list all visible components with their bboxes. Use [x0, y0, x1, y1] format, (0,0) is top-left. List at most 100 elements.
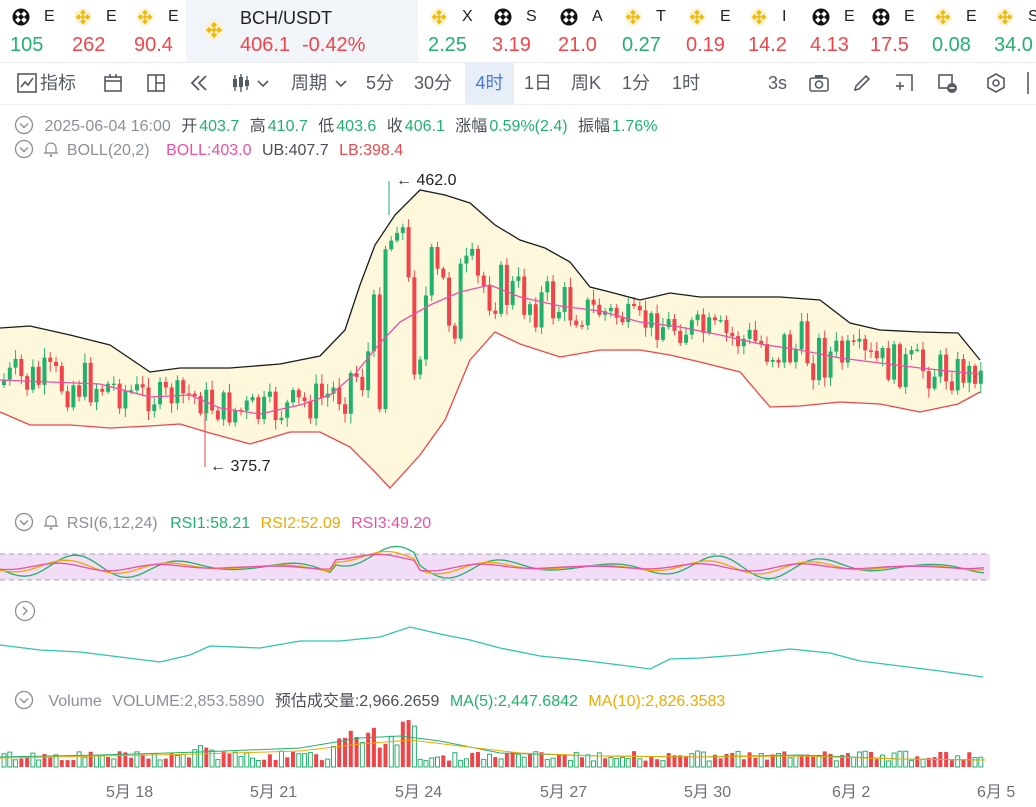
- ticker-item[interactable]: S 34.0: [984, 0, 1036, 62]
- ticker-item[interactable]: E 0.19: [676, 0, 738, 62]
- x-axis-label: 5月 18: [106, 784, 154, 801]
- interval-1min[interactable]: 1分: [622, 73, 651, 93]
- high-value: 410.7: [267, 118, 308, 135]
- add-indicator-icon[interactable]: [893, 72, 915, 94]
- candle-body: [614, 307, 619, 318]
- ticker-item[interactable]: E 0.08: [922, 0, 984, 62]
- candle-type-icon[interactable]: [230, 72, 252, 94]
- ticker-item[interactable]: E 105: [0, 0, 62, 62]
- settings-icon[interactable]: [985, 72, 1007, 94]
- ticker-item[interactable]: X 2.25: [418, 0, 482, 62]
- candle-body: [510, 280, 515, 305]
- candle-body: [811, 363, 816, 381]
- candle-body: [539, 292, 544, 328]
- collapse-icon[interactable]: [1022, 72, 1036, 94]
- candle-body: [319, 383, 324, 398]
- indicator-icon: [17, 73, 37, 93]
- period-button[interactable]: 周期: [291, 73, 327, 93]
- candle-body: [741, 338, 746, 347]
- ticker-price: 105: [10, 34, 44, 56]
- camera-icon[interactable]: [808, 72, 830, 94]
- candle-body: [129, 390, 134, 392]
- volume-bar: [198, 745, 204, 768]
- ticker-item[interactable]: I 14.2: [738, 0, 800, 62]
- rsi-bell-icon[interactable]: [42, 513, 60, 531]
- chevron-down-icon[interactable]: [256, 72, 270, 94]
- volume-bar: [302, 753, 308, 768]
- volume-bar: [885, 760, 891, 768]
- interval-1w[interactable]: 周K: [571, 73, 602, 93]
- volume-bar: [793, 755, 799, 768]
- candle-body: [470, 248, 475, 256]
- volume-bar: [417, 758, 423, 768]
- indicator-button[interactable]: 指标: [40, 73, 76, 93]
- rewind-icon[interactable]: [188, 72, 210, 94]
- candle-body: [834, 340, 839, 352]
- candle-body: [932, 376, 937, 389]
- candle-body: [140, 384, 145, 388]
- rsi-collapse-icon[interactable]: [14, 512, 34, 532]
- ticker-symbol: E: [44, 8, 55, 25]
- candle-body: [383, 249, 388, 410]
- boll-band-fill: [0, 190, 980, 488]
- boll-mid-line: [0, 284, 981, 415]
- change-label: 涨幅: [455, 118, 488, 135]
- interval-1hour[interactable]: 1时: [672, 73, 701, 93]
- ticker-item[interactable]: E 17.5: [860, 0, 922, 62]
- boll-collapse-icon[interactable]: [14, 139, 34, 159]
- volume-bar: [949, 760, 954, 767]
- volume-bar: [151, 753, 157, 768]
- ticker-item[interactable]: E 90.4: [124, 0, 186, 62]
- candle-body: [337, 387, 342, 405]
- expand-panel-icon[interactable]: [14, 600, 36, 622]
- candle-body: [718, 319, 723, 322]
- volume-bar: [915, 756, 920, 767]
- volume-bar: [700, 751, 706, 768]
- binance-coin-icon: [996, 8, 1014, 26]
- rsi-name: RSI(6,12,24): [66, 515, 158, 532]
- candle-body: [736, 336, 741, 347]
- interval-5m[interactable]: 5分: [366, 73, 395, 93]
- candle-body: [863, 338, 868, 351]
- x-axis-label: 6月 5: [977, 784, 1016, 801]
- x-axis-label: 5月 24: [395, 784, 443, 801]
- interval-4h[interactable]: 4时: [465, 62, 514, 104]
- candle-body: [343, 404, 348, 414]
- volume-bar: [678, 755, 683, 767]
- candle-body: [712, 317, 717, 321]
- period-chevron-icon[interactable]: [334, 72, 348, 94]
- ticker-price: 3.19: [492, 34, 531, 56]
- candle-body: [227, 392, 232, 423]
- layout-icon[interactable]: [145, 72, 167, 94]
- volume-bar: [93, 755, 99, 768]
- volume-bar: [441, 755, 446, 767]
- volume-bar: [493, 757, 498, 767]
- drawing-tools-icon[interactable]: [102, 72, 124, 94]
- interval-30m[interactable]: 30分: [414, 73, 453, 93]
- ticker-item[interactable]: S 3.19: [482, 0, 548, 62]
- bell-icon[interactable]: [42, 140, 60, 158]
- candle-body: [366, 351, 371, 391]
- refresh-interval[interactable]: 3s: [768, 73, 788, 93]
- collapse-chevron-icon[interactable]: [14, 115, 34, 135]
- boll-ub: UB:407.7: [261, 142, 329, 159]
- interval-1d[interactable]: 1日: [524, 73, 553, 93]
- open-value: 403.7: [199, 118, 240, 135]
- volume-bar: [452, 752, 458, 768]
- ticker-item-active[interactable]: BCH/USDT 406.1 -0.42%: [186, 0, 418, 62]
- volume-bar: [209, 749, 215, 768]
- volume-collapse-icon[interactable]: [14, 690, 34, 710]
- ticker-item[interactable]: E 262: [62, 0, 124, 62]
- volume-bar: [262, 759, 267, 767]
- pencil-icon[interactable]: [851, 72, 873, 94]
- ticker-price: 262: [72, 34, 106, 56]
- ticker-item[interactable]: T 0.27: [612, 0, 676, 62]
- volume-bar: [643, 760, 648, 767]
- ticker-item[interactable]: A 21.0: [548, 0, 612, 62]
- x-axis-label: 5月 27: [540, 784, 588, 801]
- ticker-item[interactable]: E 4.13: [800, 0, 860, 62]
- ticker-symbol: A: [592, 8, 603, 25]
- candle-body: [13, 358, 18, 368]
- delete-drawing-icon[interactable]: [936, 72, 958, 94]
